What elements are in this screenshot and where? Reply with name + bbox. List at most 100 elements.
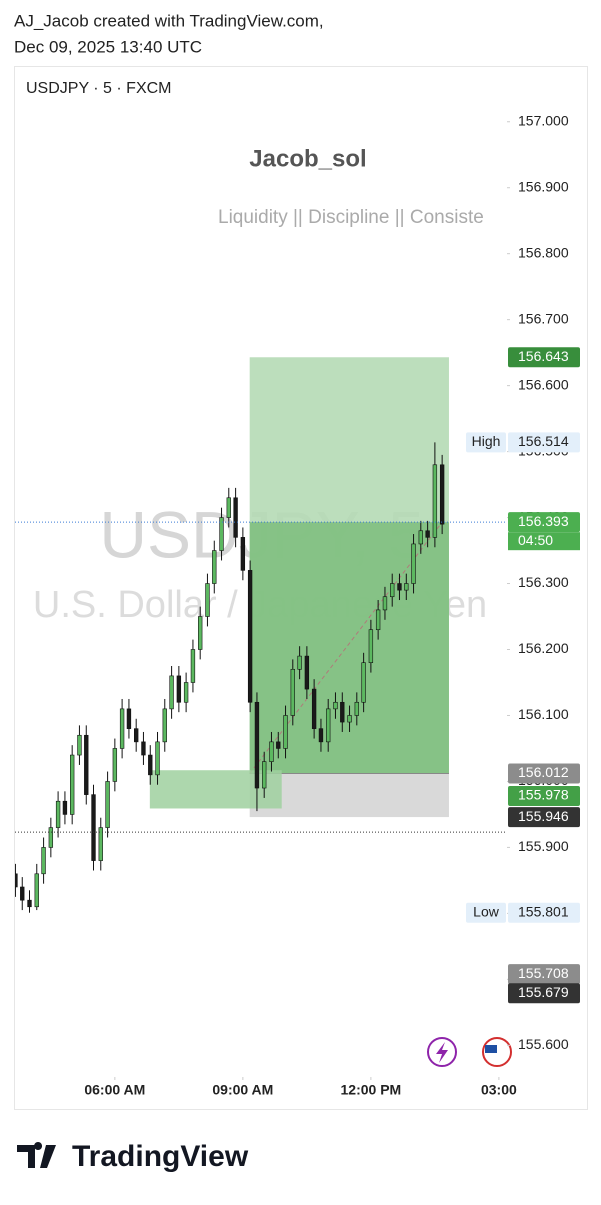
candle-body: [155, 741, 160, 776]
price-label: 155.946: [518, 808, 569, 824]
x-tick-label: 03:00: [481, 1082, 517, 1098]
candle-body: [126, 708, 132, 729]
logo-mark: [17, 1142, 56, 1168]
price-label-box: [508, 763, 580, 784]
candle-body: [283, 715, 288, 749]
y-tick-label: 156.600: [518, 376, 569, 392]
price-label: 155.978: [518, 787, 569, 803]
candle-body: [333, 701, 338, 710]
icons: [427, 1037, 512, 1067]
candle-body: [20, 886, 25, 901]
candle-body: [190, 649, 196, 683]
candle-body: [240, 537, 246, 571]
candle-body: [382, 596, 388, 611]
header-line2: Dec 09, 2025 13:40 UTC: [14, 37, 202, 56]
price-label: 155.801: [518, 903, 569, 919]
price-label-box: [508, 983, 580, 1004]
y-tick-label: 156.300: [518, 574, 569, 590]
candle-body: [84, 734, 89, 795]
chart-subtitle: Liquidity || Discipline || Consiste: [218, 207, 484, 228]
candle-body: [48, 827, 54, 848]
candle-body: [148, 754, 153, 776]
y-tick-label: 155.600: [518, 1036, 569, 1052]
price-label-box: [508, 807, 580, 828]
candle-body: [247, 570, 253, 703]
y-tick-label: 156.900: [518, 178, 569, 194]
y-tick-label: 156.800: [518, 244, 569, 260]
flag-glyph: [485, 1045, 497, 1053]
candle-body: [276, 741, 281, 749]
price-tag: High: [472, 433, 501, 449]
price-label-box: [508, 432, 580, 453]
candle-body: [425, 530, 430, 538]
candle-body: [297, 655, 302, 670]
countdown: 04:50: [518, 532, 553, 548]
candle-body: [162, 708, 167, 743]
y-tick-label: 156.200: [518, 640, 569, 656]
x-tick-label: 06:00 AM: [84, 1082, 145, 1098]
candle-body: [169, 675, 174, 710]
candle-body: [205, 583, 210, 617]
candle-body: [62, 800, 68, 815]
candle-body: [98, 827, 103, 861]
candle-body: [368, 629, 374, 663]
candle-body: [77, 734, 82, 756]
lightning-glyph: [436, 1042, 448, 1063]
price-label-box: [508, 964, 580, 985]
candle-body: [34, 873, 39, 908]
y-tick-label: 157.000: [518, 112, 569, 128]
zone-box: [149, 770, 282, 809]
price-label: 155.708: [518, 965, 569, 981]
candle-body: [41, 847, 46, 875]
price-label-box: [508, 785, 580, 806]
price-label-box: [508, 347, 580, 368]
lightning-icon[interactable]: [427, 1037, 457, 1067]
candle-body: [418, 530, 423, 545]
symbol: USDJPY · 5 · FXCM: [26, 80, 172, 97]
price-label: 155.679: [518, 984, 569, 1000]
candle-body: [183, 682, 189, 703]
candle-body: [340, 701, 345, 723]
trade-line: [249, 521, 443, 774]
candle-body: [119, 708, 125, 749]
candle-body: [397, 583, 402, 591]
candle-body: [219, 517, 224, 551]
candle-body: [411, 543, 416, 584]
price-label: 156.514: [518, 433, 569, 449]
price-tag-box: [466, 432, 506, 453]
candle-body: [91, 794, 96, 861]
candle-body: [432, 464, 438, 538]
candle-body: [326, 708, 331, 743]
candle-body: [404, 583, 409, 591]
candle-body: [55, 800, 61, 828]
price-label: 156.012: [518, 764, 569, 780]
candle-body: [262, 761, 267, 789]
chart-title: Jacob_sol: [249, 145, 366, 172]
candle-body: [198, 616, 203, 650]
candle-body: [141, 741, 146, 756]
price-label: 156.393: [518, 513, 569, 529]
candle-body: [347, 715, 352, 723]
candle-body: [176, 675, 182, 703]
candle-body: [254, 701, 260, 789]
countdown-box: [508, 532, 580, 551]
candle-body: [134, 728, 139, 743]
price-tag-box: [466, 902, 506, 923]
candle-body: [318, 728, 324, 743]
candle-body: [354, 701, 359, 716]
candle-body: [27, 899, 32, 908]
logo: TradingView: [17, 1140, 249, 1173]
profit-zone: [249, 522, 449, 774]
stop-zone: [249, 773, 449, 818]
y-tick-label: 156.700: [518, 310, 569, 326]
candle-body: [212, 550, 217, 584]
candle-body: [112, 748, 118, 782]
header-line1: AJ_Jacob created with TradingView.com,: [14, 11, 324, 30]
candle-body: [304, 655, 310, 690]
price-label-box: [508, 902, 580, 923]
price-tag: Low: [473, 903, 500, 919]
brand: TradingView: [72, 1140, 249, 1173]
x-tick-label: 09:00 AM: [212, 1082, 273, 1098]
price-label: 156.643: [518, 348, 569, 364]
